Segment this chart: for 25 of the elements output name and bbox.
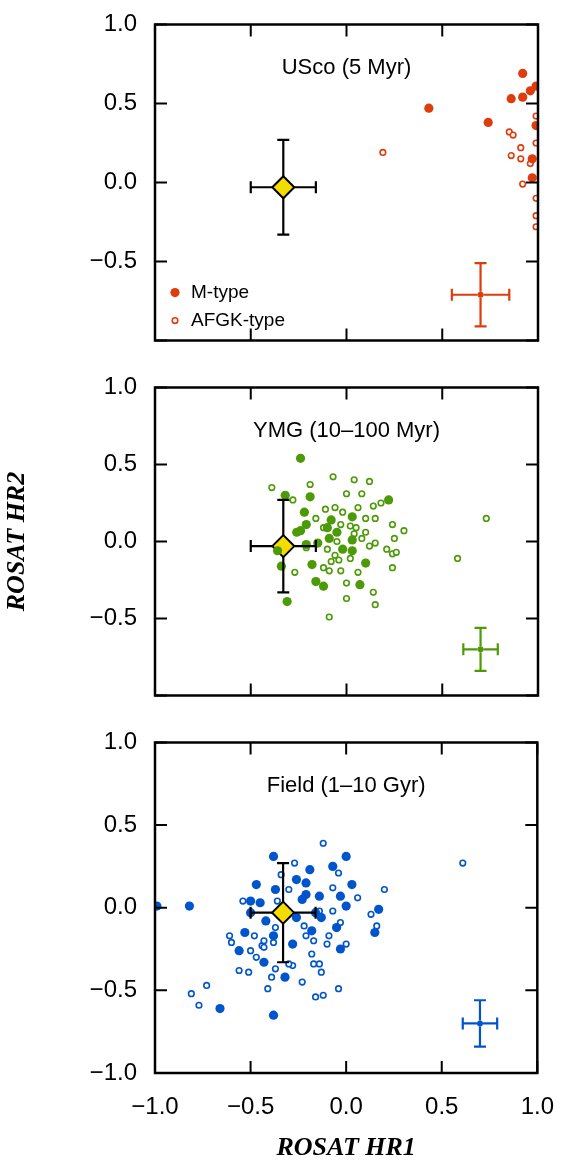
x-tick-label: −0.5 xyxy=(226,1092,275,1120)
y-tick-label: 0.0 xyxy=(103,892,137,920)
legend-label: AFGK-type xyxy=(191,308,285,330)
y-tick-label: 1.0 xyxy=(103,727,137,755)
y-tick-label: 1.0 xyxy=(103,9,137,37)
x-axis-title: ROSAT HR1 xyxy=(275,1132,416,1162)
text: Field (1–10 Gyr) xyxy=(266,772,426,798)
y-axis-title: ROSAT HR2 xyxy=(1,471,31,613)
y-tick-label: −0.5 xyxy=(89,974,137,1002)
y-tick-label: 0.0 xyxy=(103,167,137,195)
legend-label: M-type xyxy=(191,280,250,302)
x-tick-label: 0.0 xyxy=(329,1092,363,1120)
y-tick-label: 0.5 xyxy=(103,809,137,837)
y-tick-label: 0.0 xyxy=(103,526,137,554)
x-tick-label: 0.5 xyxy=(425,1092,459,1120)
y-tick-label: 1.0 xyxy=(103,372,137,400)
y-tick-label: 0.5 xyxy=(103,88,137,116)
text: YMG (10–100 Myr) xyxy=(252,417,441,443)
x-tick-label: −1.0 xyxy=(131,1092,179,1120)
y-tick-label: −0.5 xyxy=(89,603,137,631)
y-tick-label: 0.5 xyxy=(103,449,137,477)
x-tick-label: 1.0 xyxy=(520,1092,555,1120)
text: USco (5 Myr) xyxy=(281,54,412,80)
y-tick-label: −1.0 xyxy=(89,1057,137,1085)
y-tick-label: −0.5 xyxy=(89,246,137,274)
